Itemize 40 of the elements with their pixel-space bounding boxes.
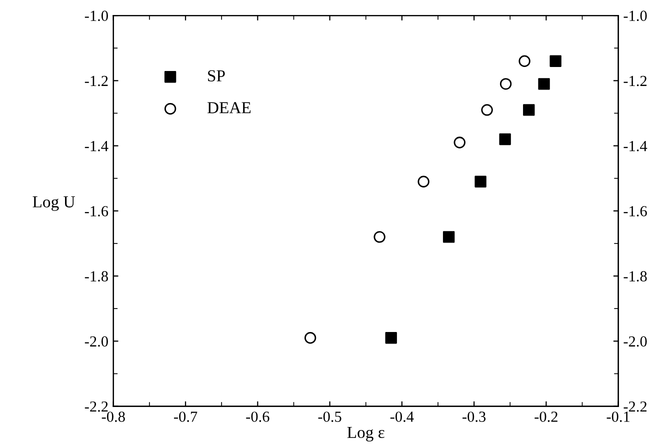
y-tick-label: -1.0: [84, 10, 108, 22]
point: [454, 136, 466, 148]
y2-tick-label: -1.4: [624, 140, 648, 152]
point: [418, 176, 430, 188]
y-tick-label: -1.8: [84, 271, 108, 282]
y2-tick-label: -2.0: [624, 336, 647, 347]
x-tick-label: -0.8: [102, 412, 125, 422]
point: [374, 231, 386, 243]
x-tick-label: -0.1: [606, 412, 630, 422]
y2-tick-label: -1.2: [624, 76, 647, 86]
point: [500, 78, 512, 90]
x-tick-label: -0.7: [174, 412, 198, 422]
legend-label: DEAE: [207, 102, 251, 114]
point: [474, 176, 486, 188]
x-tick-label: -0.4: [390, 412, 414, 422]
x-axis-title: Log ε: [347, 426, 384, 442]
point: [538, 78, 550, 90]
y-axis-title: Log U: [32, 196, 75, 211]
x-tick-label: -0.2: [534, 412, 558, 422]
y-tick-label: -2.2: [84, 401, 108, 412]
x-tick-label: -0.5: [318, 412, 342, 422]
point: [499, 133, 511, 146]
y-tick-label: -1.6: [84, 206, 108, 216]
x-tick-label: -0.6: [246, 412, 270, 422]
y2-tick-label: -2.2: [624, 401, 647, 412]
point: [442, 231, 455, 243]
point: [385, 332, 397, 344]
point: [518, 55, 530, 67]
y-tick-label: -2.0: [84, 336, 108, 347]
point: [481, 104, 493, 116]
y-tick-label: -1.4: [84, 140, 108, 152]
y2-tick-label: -1.8: [624, 271, 647, 282]
y2-tick-label: -1.0: [624, 10, 647, 22]
y2-tick-label: -1.6: [624, 206, 647, 216]
point: [550, 55, 562, 67]
point: [304, 332, 316, 344]
point: [523, 104, 535, 116]
y-tick-label: -1.2: [84, 76, 108, 86]
legend-label: SP: [208, 70, 225, 82]
x-tick-label: -0.3: [462, 412, 486, 422]
